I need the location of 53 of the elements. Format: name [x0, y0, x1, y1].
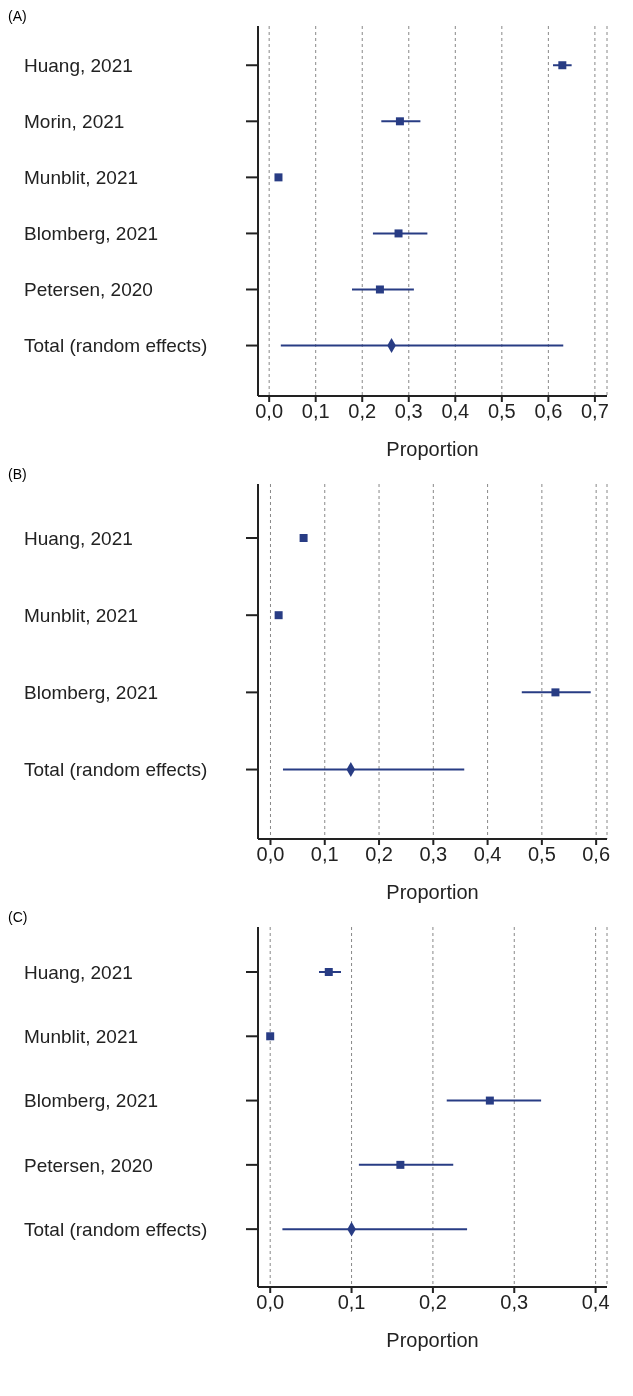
x-tick-label: 0,4 [581, 1291, 610, 1314]
x-tick-label: 0,0 [256, 1291, 285, 1314]
point [266, 1032, 275, 1041]
x-tick-label: 0,3 [500, 1291, 529, 1314]
point [551, 688, 560, 697]
x-tick-label: 0,1 [337, 1291, 366, 1314]
y-tick-label: Huang, 2021 [24, 527, 133, 549]
y-tick-label: Munblit, 2021 [24, 167, 139, 189]
y-tick-label: Petersen, 2020 [24, 279, 153, 301]
point [558, 61, 567, 70]
x-tick-label: 0,6 [534, 400, 563, 423]
y-tick-label: Blomberg, 2021 [24, 223, 159, 245]
point [396, 1160, 405, 1169]
y-tick-label: Munblit, 2021 [24, 604, 139, 626]
point [299, 534, 308, 543]
x-axis-title: Proportion [386, 1329, 479, 1351]
point [324, 968, 333, 976]
x-tick-label: 0,5 [487, 400, 516, 423]
y-tick-label: Total (random effects) [24, 335, 208, 357]
x-tick-label: 0,4 [473, 843, 502, 866]
y-tick-label: Huang, 2021 [24, 961, 133, 983]
x-tick-label: 0,2 [365, 843, 393, 866]
x-tick-label: 0,0 [256, 843, 285, 866]
x-tick-label: 0,2 [419, 1291, 447, 1314]
y-tick-label: Total (random effects) [24, 759, 208, 781]
x-tick-label: 0,7 [581, 400, 609, 423]
y-tick-label: Huang, 2021 [24, 54, 133, 76]
x-tick-label: 0,6 [582, 843, 611, 866]
x-tick-label: 0,1 [310, 843, 339, 866]
point [274, 611, 283, 620]
x-tick-label: 0,0 [255, 400, 284, 423]
y-tick-label: Blomberg, 2021 [24, 682, 159, 704]
x-axis-title: Proportion [386, 881, 479, 903]
y-tick-label: Munblit, 2021 [24, 1026, 139, 1048]
text: (B) [8, 466, 28, 484]
x-tick-label: 0,1 [301, 400, 330, 423]
point [395, 117, 404, 126]
text: (C) [8, 909, 29, 927]
x-tick-label: 0,4 [441, 400, 470, 423]
x-tick-label: 0,3 [419, 843, 448, 866]
point [274, 173, 283, 182]
y-tick-label: Morin, 2021 [24, 111, 125, 133]
x-tick-label: 0,5 [527, 843, 556, 866]
x-axis-title: Proportion [386, 438, 479, 460]
y-tick-label: Blomberg, 2021 [24, 1090, 159, 1112]
point [375, 285, 384, 294]
x-tick-label: 0,2 [348, 400, 377, 423]
y-tick-label: Petersen, 2020 [24, 1154, 153, 1176]
point [485, 1096, 494, 1105]
y-tick-label: Total (random effects) [24, 1218, 208, 1240]
point [394, 229, 403, 238]
x-tick-label: 0,3 [394, 400, 423, 423]
text: (A) [8, 8, 28, 26]
